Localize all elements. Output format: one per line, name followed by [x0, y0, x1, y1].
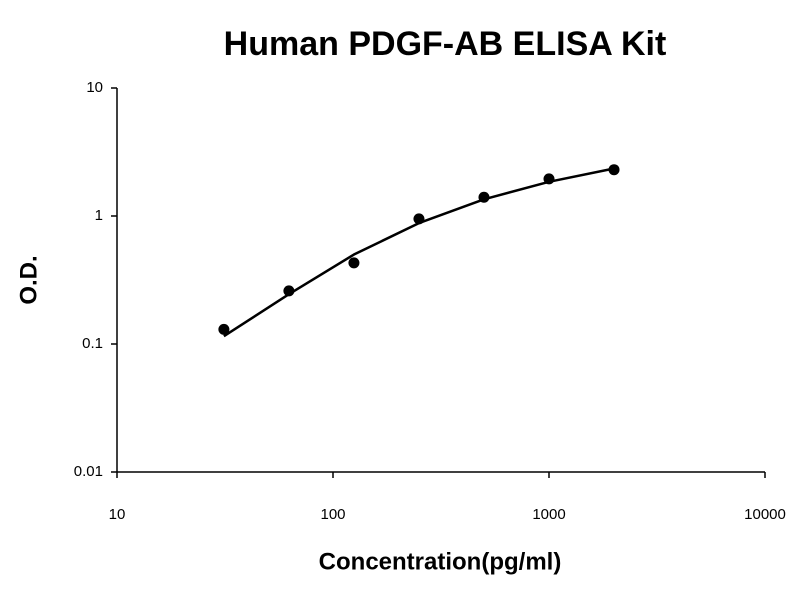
y-tick-label: 0.1 [82, 335, 103, 352]
x-tick-label: 10000 [744, 506, 786, 523]
data-point [218, 323, 230, 335]
x-tick-label: 10 [109, 506, 126, 523]
y-tick-label: 10 [86, 79, 103, 96]
data-point [348, 257, 360, 269]
chart-title: Human PDGF-AB ELISA Kit [224, 25, 667, 63]
x-tick-label: 1000 [532, 506, 565, 523]
x-axis-label: Concentration(pg/ml) [319, 548, 562, 575]
y-axis-label: O.D. [15, 255, 42, 304]
y-tick-label: 0.01 [74, 463, 103, 480]
fit-curve [223, 167, 615, 338]
y-tick-label: 1 [95, 207, 103, 224]
x-tick-label: 100 [320, 506, 345, 523]
